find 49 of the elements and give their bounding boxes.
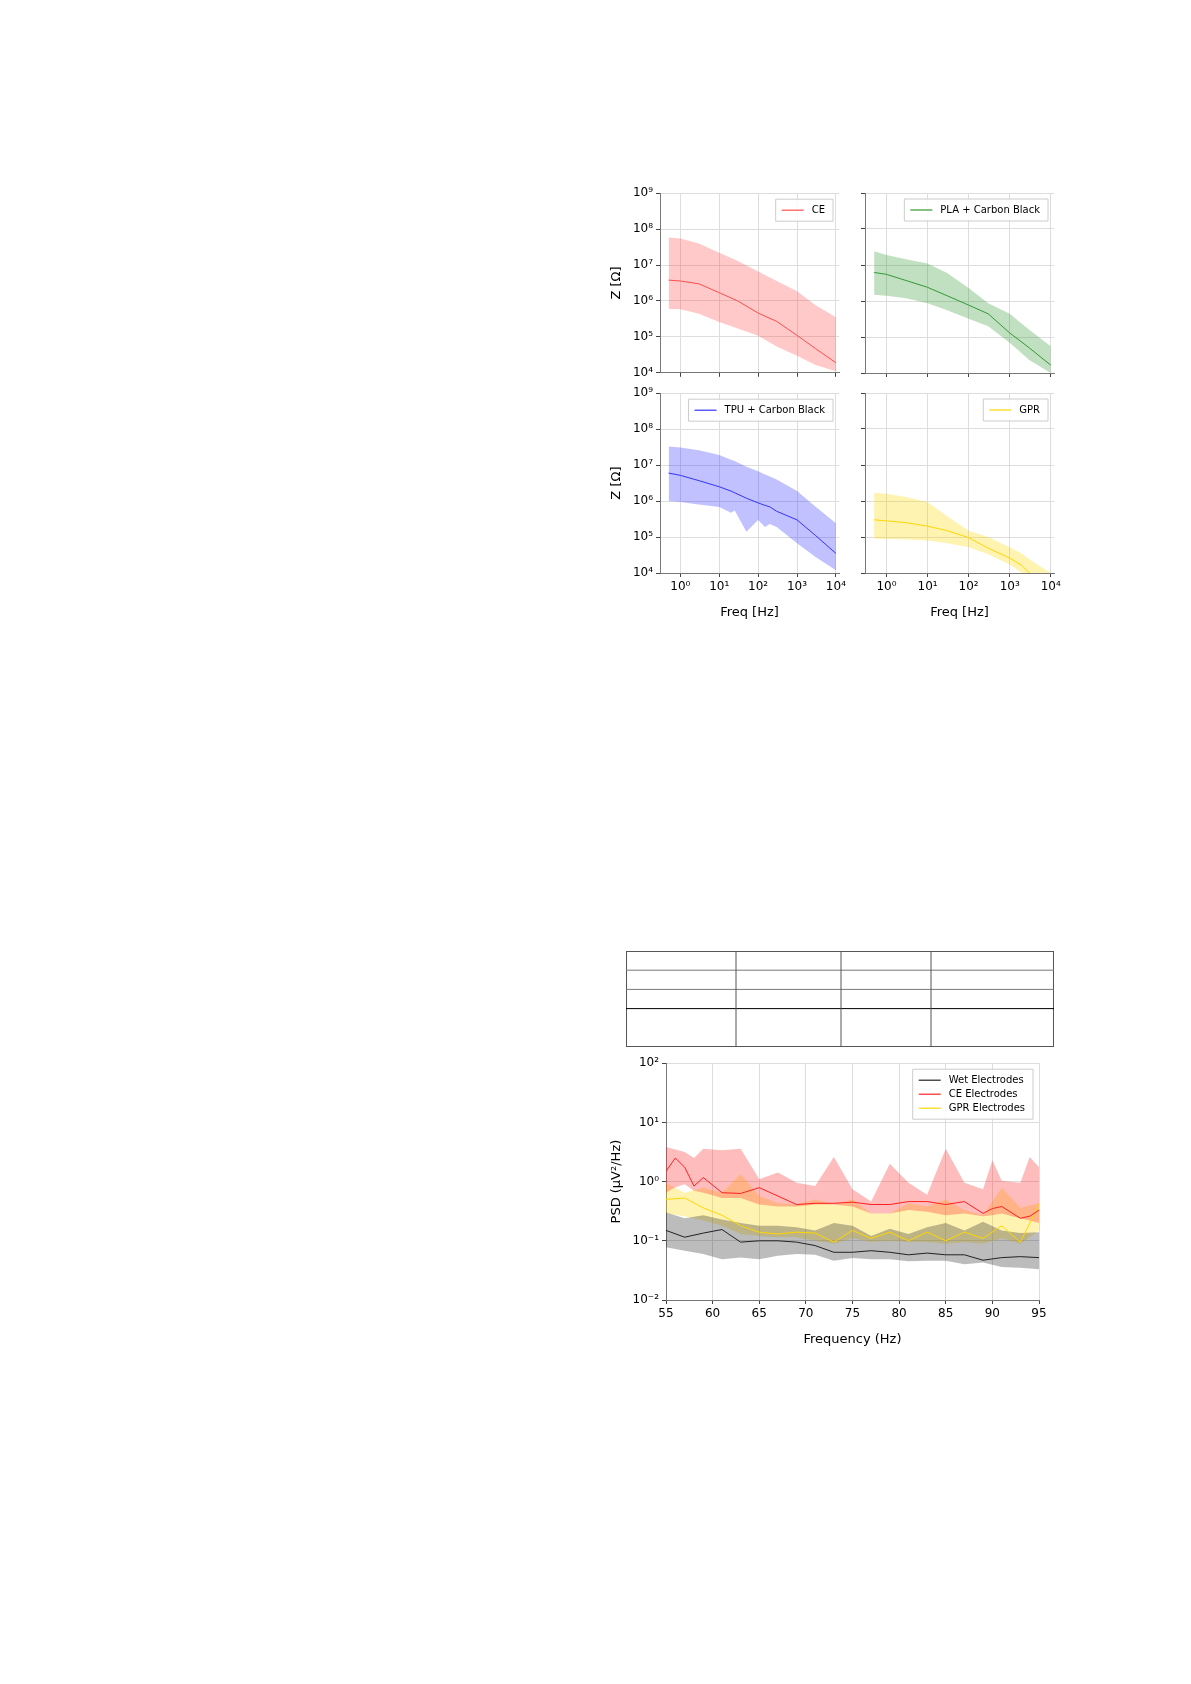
x-axis-title: Freq [Hz] xyxy=(930,603,989,619)
x-tick-label: 70 xyxy=(798,1306,814,1321)
y-tick-label: 10⁶ xyxy=(632,293,654,308)
x-tick-label: 10³ xyxy=(786,579,808,594)
y-tick-label: 10² xyxy=(638,1055,660,1070)
y-tick-label: 10⁶ xyxy=(632,493,654,508)
legend-label: CE xyxy=(811,203,826,215)
y-axis-title: PSD (μV²/Hz) xyxy=(608,1139,624,1224)
x-tick-label: 75 xyxy=(844,1306,861,1321)
y-tick-label: 10⁹ xyxy=(632,385,654,400)
x-tick-label: 10¹ xyxy=(917,579,938,594)
legend-label: TPU + Carbon Black xyxy=(723,403,826,415)
x-tick-label: 10¹ xyxy=(709,579,730,594)
legend-label: GPR Electrodes xyxy=(948,1101,1025,1113)
y-axis-title: Z [Ω] xyxy=(608,466,624,500)
x-tick-label: 10⁴ xyxy=(825,579,847,594)
x-tick-label: 85 xyxy=(938,1306,954,1321)
legend-label: CE Electrodes xyxy=(948,1087,1018,1099)
y-tick-label: 10⁻² xyxy=(632,1292,660,1307)
x-tick-label: 10⁰ xyxy=(876,579,897,594)
y-tick-label: 10⁸ xyxy=(632,221,654,236)
x-axis-title: Frequency (Hz) xyxy=(803,1330,902,1346)
x-tick-label: 60 xyxy=(704,1306,721,1321)
y-tick-label: 10¹ xyxy=(638,1114,660,1129)
x-axis-title: Freq [Hz] xyxy=(720,603,779,619)
x-tick-label: 55 xyxy=(658,1306,674,1321)
y-tick-label: 10⁹ xyxy=(632,185,654,200)
x-tick-label: 95 xyxy=(1031,1306,1047,1321)
y-tick-label: 10⁷ xyxy=(632,457,654,472)
x-tick-label: 10⁰ xyxy=(670,579,691,594)
x-tick-label: 10² xyxy=(748,579,769,594)
y-tick-label: 10⁰ xyxy=(638,1173,660,1188)
y-tick-label: 10⁵ xyxy=(632,329,654,344)
y-tick-label: 10⁻¹ xyxy=(632,1232,660,1247)
legend-label: GPR xyxy=(1019,403,1041,415)
x-tick-label: 10³ xyxy=(999,579,1020,594)
y-axis-title: Z [Ω] xyxy=(608,266,624,300)
x-tick-label: 80 xyxy=(891,1306,907,1321)
x-tick-label: 10² xyxy=(958,579,979,594)
legend-label: Wet Electrodes xyxy=(948,1073,1024,1085)
y-tick-label: 10⁴ xyxy=(632,565,654,580)
y-tick-label: 10⁵ xyxy=(632,529,654,544)
x-tick-label: 10⁴ xyxy=(1040,579,1061,594)
x-tick-label: 65 xyxy=(751,1306,767,1321)
y-tick-label: 10⁸ xyxy=(632,421,654,436)
y-tick-label: 10⁷ xyxy=(632,257,654,272)
x-tick-label: 90 xyxy=(984,1306,1001,1321)
y-tick-label: 10⁴ xyxy=(632,364,654,379)
legend-label: PLA + Carbon Black xyxy=(940,203,1041,215)
